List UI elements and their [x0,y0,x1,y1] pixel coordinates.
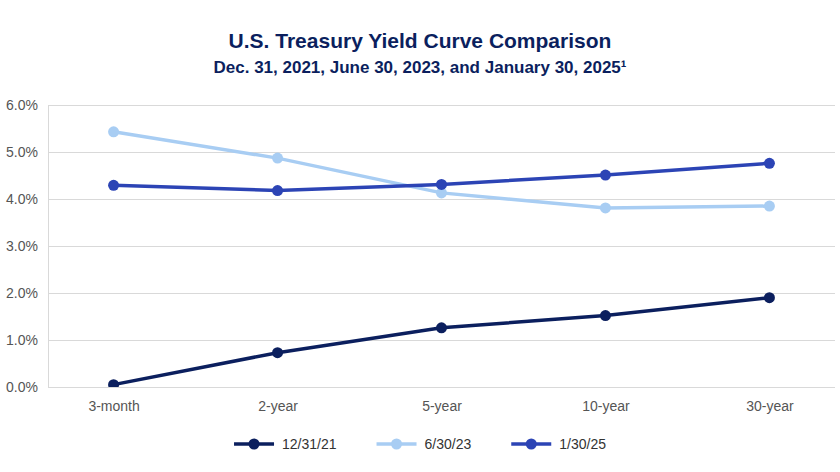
legend-marker [526,439,537,450]
series-point [600,310,611,321]
legend-label: 1/30/25 [559,436,606,452]
y-tick-label: 6.0% [6,97,38,113]
x-tick-label: 3-month [88,398,139,414]
grid-line [48,387,835,388]
legend: 12/31/21 6/30/23 1/30/25 [234,436,606,452]
grid-line [48,246,835,247]
series-point [436,179,447,190]
legend-label: 12/31/21 [282,436,337,452]
series-group [108,126,775,387]
x-axis: 3-month 2-year 5-year 10-year 30-year [88,398,794,414]
y-tick: 6.0% [6,97,835,113]
series-point [764,292,775,303]
x-tick: 10-year [582,398,630,414]
series-point [272,153,283,164]
x-tick: 2-year [258,398,298,414]
y-tick: 4.0% [6,191,835,207]
x-tick: 5-year [422,398,462,414]
y-tick: 3.0% [6,238,835,254]
series-point [764,158,775,169]
y-tick-label: 1.0% [6,332,38,348]
chart: U.S. Treasury Yield Curve Comparison Dec.… [0,0,840,472]
y-tick: 2.0% [6,285,835,301]
series-point [108,126,119,137]
x-tick-label: 5-year [422,398,462,414]
y-axis-line [49,106,836,388]
y-tick-label: 2.0% [6,285,38,301]
y-tick: 1.0% [6,332,835,348]
series-point [436,322,447,333]
x-tick-label: 10-year [582,398,630,414]
grid-line [48,105,835,106]
y-tick-label: 0.0% [6,379,38,395]
grid-line [48,152,835,153]
subtitle: Dec. 31, 2021, June 30, 2023, and Januar… [214,58,627,77]
y-tick-label: 5.0% [6,144,38,160]
legend-item: 1/30/25 [511,436,606,452]
legend-marker [391,439,402,450]
series-point [272,347,283,358]
series-point [272,185,283,196]
series-point [108,180,119,191]
series-point [600,202,611,213]
plot: 0.0% 1.0% 2.0% 3.0% 4.0% 5.0% 6.0% 3-month 2-yea… [6,97,835,414]
legend-item: 6/30/23 [377,436,472,452]
legend-item: 12/31/21 [234,436,337,452]
series-line [114,163,770,190]
x-tick-label: 30-year [746,398,794,414]
series-line [114,298,770,385]
x-tick-label: 2-year [258,398,298,414]
title: U.S. Treasury Yield Curve Comparison [229,29,612,52]
legend-marker [249,439,260,450]
series-point [108,379,119,387]
grid-line [48,199,835,200]
x-tick: 3-month [88,398,139,414]
y-tick: 5.0% [6,144,835,160]
y-axis: 0.0% 1.0% 2.0% 3.0% 4.0% 5.0% 6.0% [6,97,835,395]
x-tick: 30-year [746,398,794,414]
y-tick-label: 3.0% [6,238,38,254]
series-point [600,170,611,181]
y-tick-label: 4.0% [6,191,38,207]
grid-line [48,293,835,294]
series-line [114,132,770,208]
series-point [764,201,775,212]
legend-label: 6/30/23 [425,436,472,452]
grid-line [48,340,835,341]
